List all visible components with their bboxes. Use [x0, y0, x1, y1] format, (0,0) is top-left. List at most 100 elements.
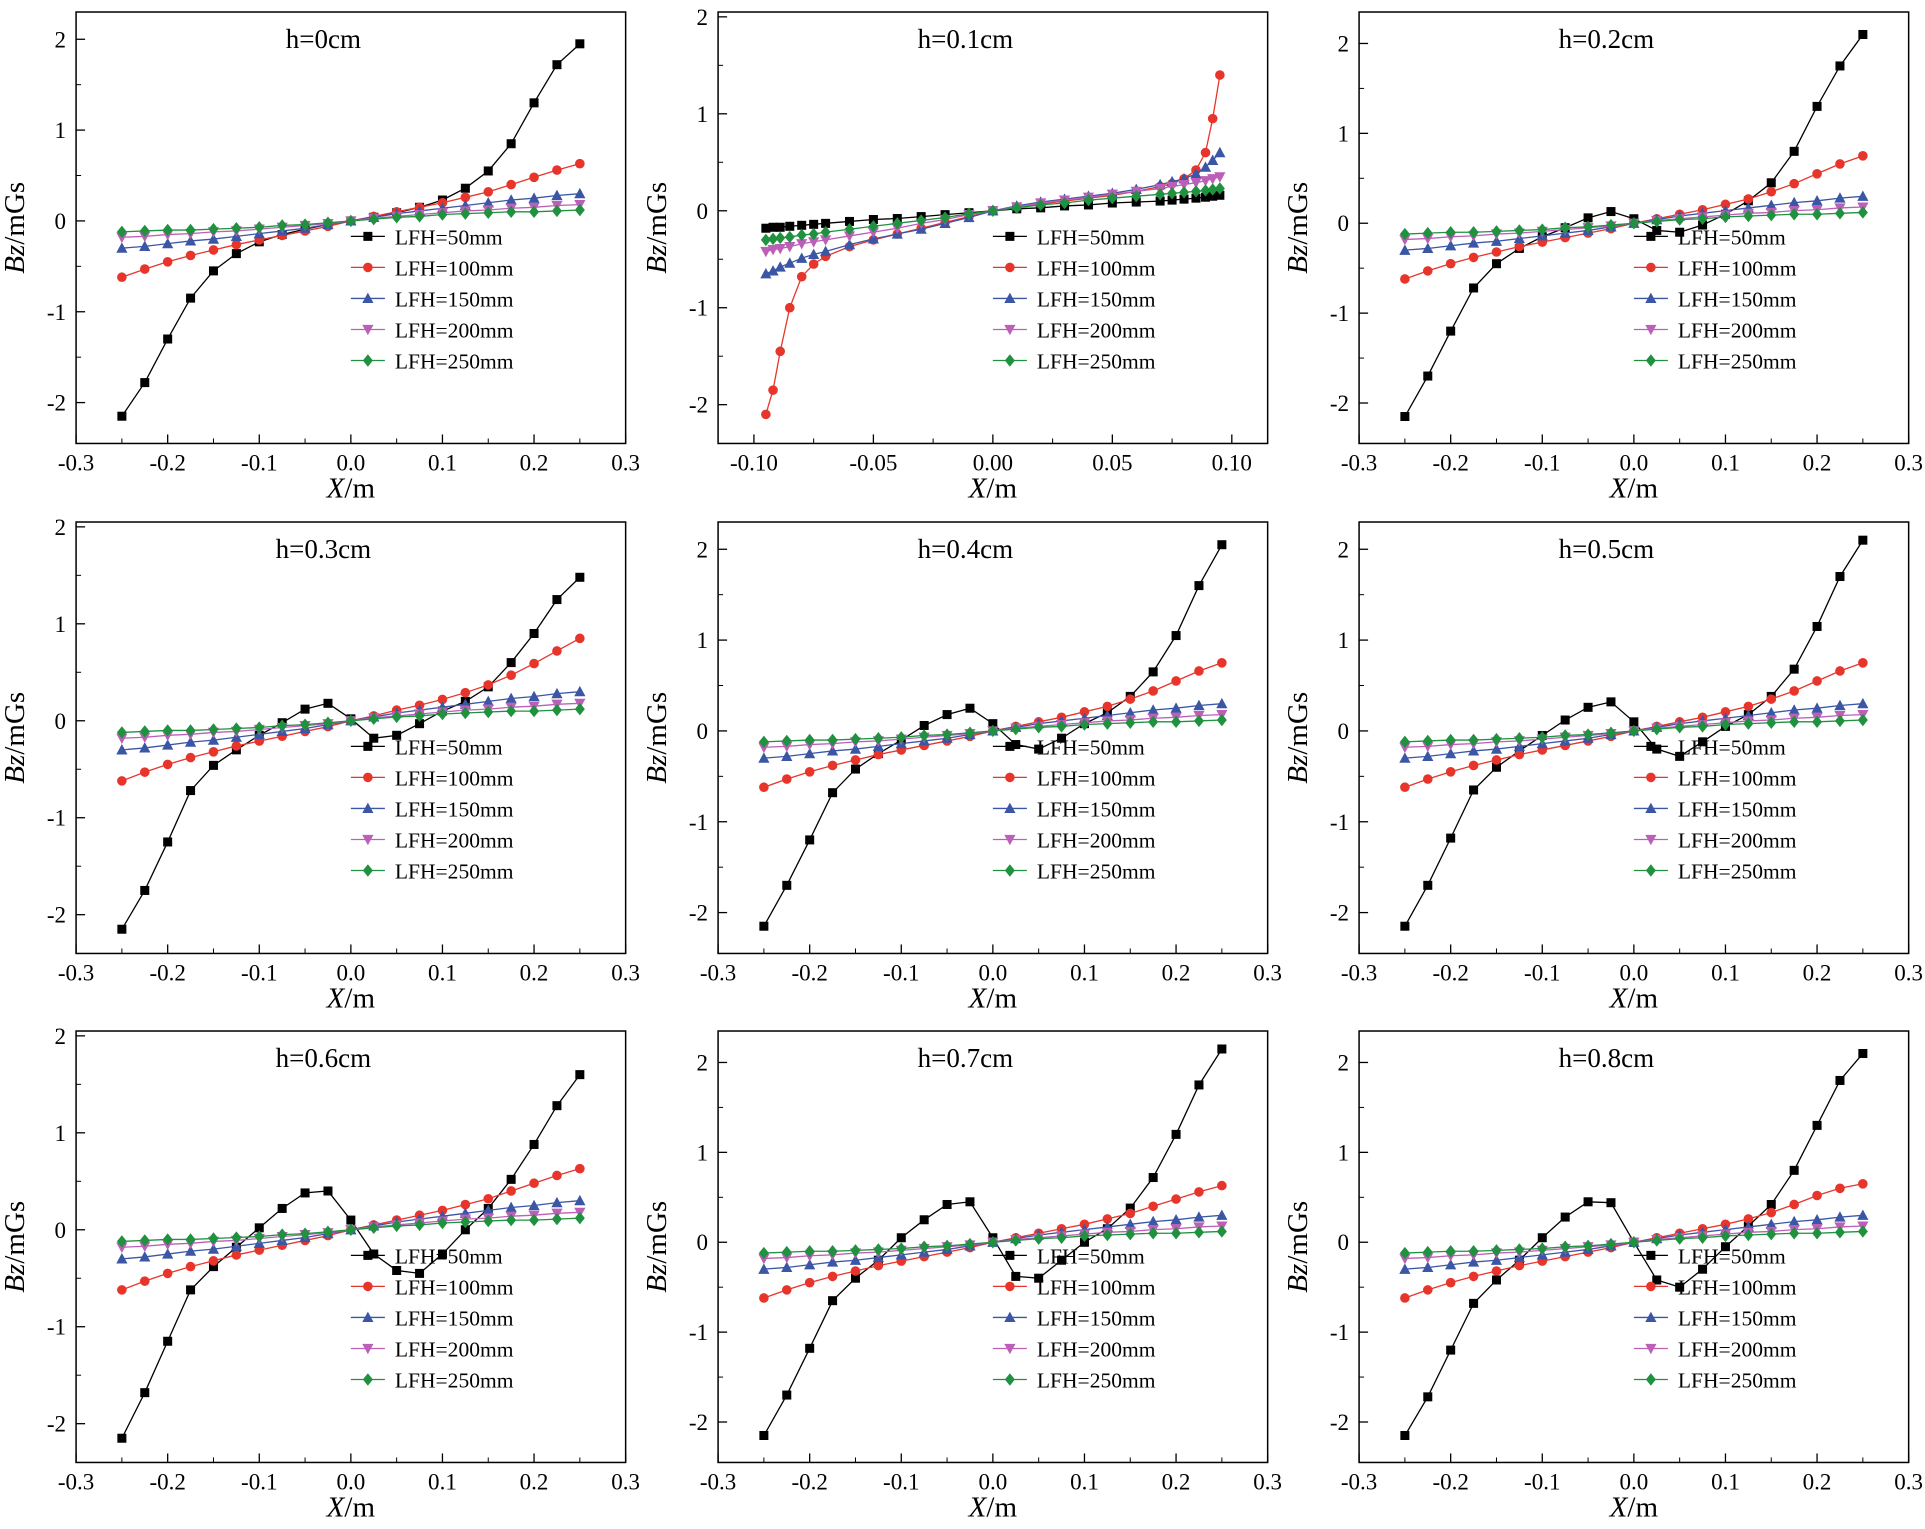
x-tick-label: -0.3 — [58, 1469, 94, 1495]
diamond-marker — [1200, 184, 1211, 197]
diamond-marker — [1400, 227, 1411, 241]
square-marker — [1646, 231, 1656, 241]
legend: LFH=50mm LFH=100mm LFH=150mm LFH=200mm LFH=2… — [992, 225, 1155, 374]
triangle-down-marker — [1178, 179, 1190, 191]
circle-marker — [1789, 1199, 1800, 1210]
triangle-up-marker — [1193, 1211, 1205, 1222]
square-marker — [552, 1101, 562, 1111]
diamond-marker — [1743, 1228, 1754, 1242]
square-marker — [552, 594, 562, 604]
square-marker — [1583, 702, 1593, 712]
triangle-up-marker — [574, 1194, 586, 1206]
square-marker — [186, 785, 196, 795]
square-marker — [942, 1200, 952, 1210]
circle-marker — [1789, 178, 1800, 189]
x-axis-label: X/m — [967, 473, 1017, 505]
diamond-marker — [414, 709, 425, 722]
triangle-up-marker — [783, 257, 796, 268]
triangle-up-marker — [116, 743, 128, 754]
triangle-up-marker — [574, 187, 586, 199]
circle-marker — [1469, 760, 1479, 770]
triangle-up-marker — [826, 1256, 838, 1267]
square-marker — [323, 1186, 333, 1196]
y-tick-label: -1 — [689, 295, 708, 321]
circle-marker — [1148, 685, 1158, 696]
triangle-up-marker — [1857, 1209, 1869, 1220]
diamond-marker — [1583, 727, 1594, 741]
diamond-marker — [796, 228, 807, 242]
x-axis-label: X/m — [326, 1492, 376, 1524]
diamond-marker — [1166, 187, 1177, 200]
y-axis-label: Bz/mGs — [642, 182, 673, 274]
x-tick-label: 0.3 — [1253, 1469, 1282, 1495]
square-marker — [1652, 225, 1662, 235]
triangle-up-marker — [362, 802, 374, 813]
circle-marker — [1646, 262, 1657, 273]
square-marker — [775, 222, 785, 232]
square-marker — [1148, 1173, 1158, 1183]
diamond-marker — [1835, 714, 1846, 727]
triangle-down-marker — [1003, 834, 1016, 845]
diamond-marker — [941, 1239, 952, 1253]
circle-marker — [1207, 113, 1218, 124]
triangle-up-marker — [780, 750, 793, 761]
legend-label: LFH=50mm — [1678, 735, 1786, 759]
triangle-up-marker — [505, 692, 517, 703]
diamond-marker — [231, 721, 242, 735]
x-tick-label: -0.1 — [241, 1469, 277, 1495]
y-tick-label: -1 — [1330, 300, 1349, 326]
diamond-marker — [1835, 1226, 1846, 1239]
x-tick-label: -0.3 — [1341, 449, 1377, 475]
square-marker — [208, 266, 218, 276]
legend: LFH=50mm LFH=100mm LFH=150mm LFH=200mm LFH=2… — [350, 1244, 514, 1393]
triangle-down-marker — [819, 235, 831, 246]
circle-marker — [1423, 266, 1433, 276]
diamond-marker — [139, 1234, 150, 1247]
circle-marker — [1491, 247, 1502, 257]
square-marker — [506, 139, 516, 149]
diamond-marker — [1216, 713, 1227, 726]
square-marker — [759, 1431, 769, 1441]
series-lfh-250mm — [1400, 206, 1869, 241]
x-tick-label: 0.1 — [428, 449, 457, 475]
y-axis-label: Bz/mGs — [1283, 1201, 1314, 1293]
circle-marker — [1400, 781, 1411, 792]
triangle-up-marker — [1468, 1256, 1480, 1267]
diamond-marker — [1789, 208, 1800, 221]
x-tick-label: 0.0 — [1620, 449, 1649, 475]
diamond-marker — [827, 1245, 838, 1258]
circle-marker — [162, 1268, 173, 1279]
triangle-up-marker — [162, 1248, 174, 1259]
legend-label: LFH=50mm — [395, 225, 503, 249]
circle-marker — [117, 272, 127, 283]
axes: -0.3 -0.2 -0.1 0.0 0.1 0.2 0.3 -2 -1 0 1 2 — [47, 11, 640, 475]
diamond-marker — [827, 733, 838, 746]
triangle-up-marker — [1422, 750, 1434, 761]
square-marker — [1033, 744, 1043, 754]
triangle-down-marker — [139, 732, 151, 743]
triangle-up-marker — [1788, 703, 1801, 715]
circle-marker — [1514, 1260, 1525, 1271]
square-marker — [460, 1225, 470, 1235]
triangle-up-marker — [207, 233, 220, 244]
square-marker — [1005, 1250, 1015, 1260]
diamond-marker — [760, 233, 771, 247]
diamond-marker — [1035, 198, 1046, 212]
x-tick-label: -0.2 — [791, 959, 827, 985]
square-marker — [850, 1273, 860, 1283]
square-marker — [415, 718, 425, 728]
diamond-marker — [1514, 1243, 1525, 1256]
triangle-down-marker — [116, 733, 128, 744]
diamond-marker — [1606, 1237, 1617, 1251]
diamond-marker — [231, 221, 242, 235]
x-tick-label: 0.2 — [520, 449, 549, 475]
triangle-up-marker — [1445, 1258, 1457, 1270]
y-tick-label: -1 — [1330, 808, 1349, 834]
diamond-marker — [781, 1245, 792, 1259]
legend-label: LFH=250mm — [1678, 350, 1797, 374]
square-marker — [1789, 1165, 1799, 1175]
square-marker — [460, 183, 470, 193]
triangle-up-marker — [1199, 161, 1211, 172]
triangle-down-marker — [759, 246, 772, 258]
diamond-marker — [1079, 717, 1090, 731]
